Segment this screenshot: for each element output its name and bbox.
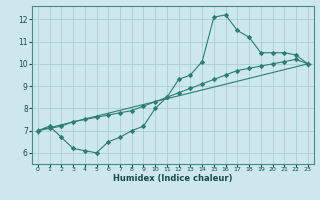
X-axis label: Humidex (Indice chaleur): Humidex (Indice chaleur): [113, 174, 233, 183]
